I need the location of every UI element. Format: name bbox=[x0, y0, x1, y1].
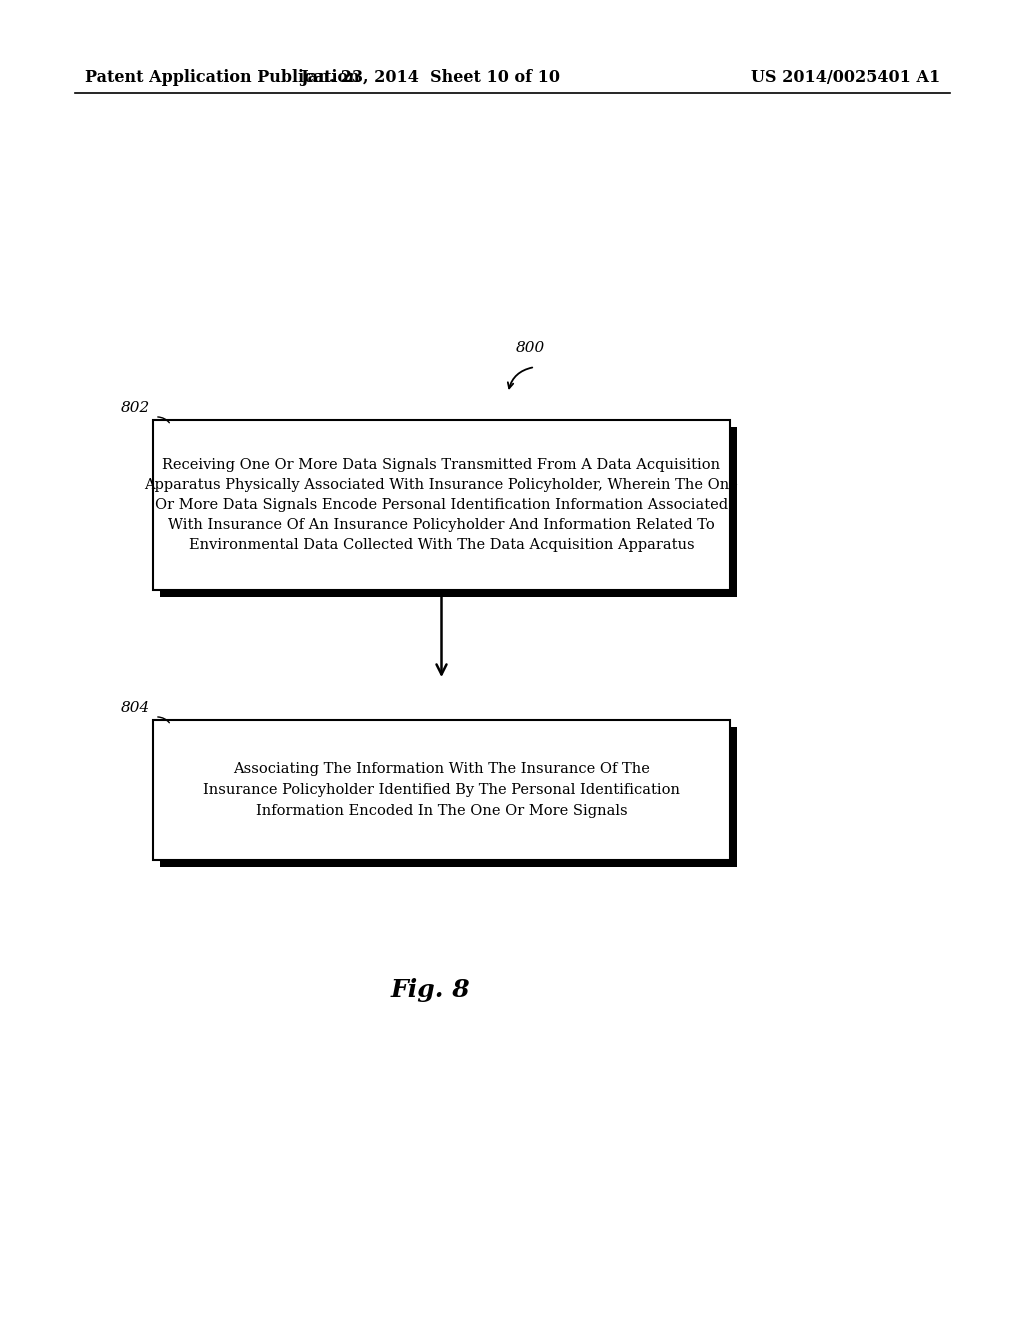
Text: Patent Application Publication: Patent Application Publication bbox=[85, 70, 359, 87]
Text: 800: 800 bbox=[515, 341, 545, 355]
Text: 802: 802 bbox=[121, 401, 150, 414]
Bar bbox=[160, 426, 737, 597]
Bar bbox=[160, 727, 737, 867]
Bar bbox=[153, 420, 730, 590]
Text: Fig. 8: Fig. 8 bbox=[390, 978, 470, 1002]
Text: Receiving One Or More Data Signals Transmitted From A Data Acquisition
Apparatus: Receiving One Or More Data Signals Trans… bbox=[144, 458, 738, 552]
Text: Jan. 23, 2014  Sheet 10 of 10: Jan. 23, 2014 Sheet 10 of 10 bbox=[300, 70, 560, 87]
Bar bbox=[153, 719, 730, 861]
Text: US 2014/0025401 A1: US 2014/0025401 A1 bbox=[751, 70, 940, 87]
Text: 804: 804 bbox=[121, 701, 150, 715]
Text: Associating The Information With The Insurance Of The
Insurance Policyholder Ide: Associating The Information With The Ins… bbox=[203, 763, 680, 817]
